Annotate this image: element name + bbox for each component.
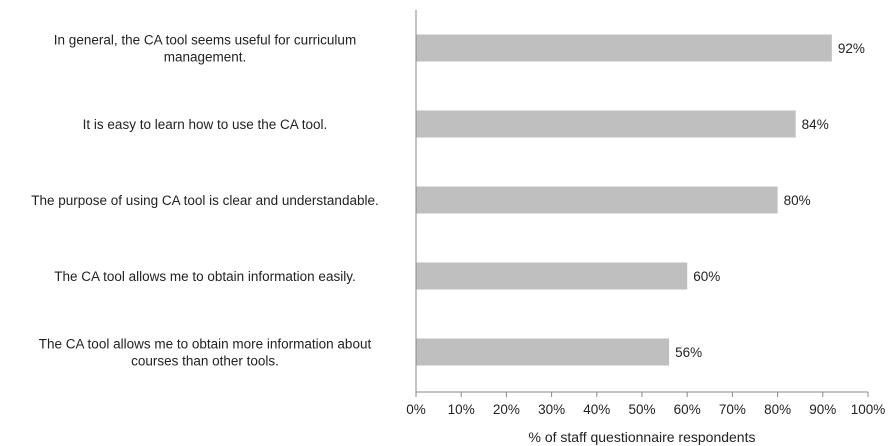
category-label-line: management.: [164, 50, 247, 65]
data-label: 84%: [802, 117, 829, 132]
bar: [416, 110, 796, 138]
category-label-line: It is easy to learn how to use the CA to…: [83, 117, 328, 132]
x-tick-label: 40%: [583, 402, 610, 417]
category-label: The purpose of using CA tool is clear an…: [31, 193, 378, 208]
category-label-line: The purpose of using CA tool is clear an…: [31, 193, 378, 208]
x-axis-title: % of staff questionnaire respondents: [528, 429, 755, 445]
category-label-line: In general, the CA tool seems useful for…: [54, 33, 356, 48]
category-label: It is easy to learn how to use the CA to…: [83, 117, 328, 132]
x-tick-label: 20%: [493, 402, 520, 417]
x-tick-label: 50%: [628, 402, 655, 417]
category-label-line: The CA tool allows me to obtain informat…: [54, 269, 355, 284]
x-tick-label: 100%: [851, 402, 886, 417]
data-label: 92%: [838, 41, 865, 56]
data-labels: 92% 84% 80% 60% 56%: [675, 41, 865, 360]
bars-group: [416, 34, 832, 366]
bar: [416, 186, 778, 214]
data-label: 80%: [784, 193, 811, 208]
category-label-line: The CA tool allows me to obtain more inf…: [39, 337, 372, 352]
category-label-line: courses than other tools.: [131, 354, 279, 369]
x-tick-label: 70%: [719, 402, 746, 417]
x-tick-label: 0%: [406, 402, 426, 417]
bar: [416, 262, 688, 290]
data-label: 60%: [693, 269, 720, 284]
x-axis-ticks: 0% 10% 20% 30% 40% 50% 60% 70% 80% 90% 100%: [406, 392, 885, 417]
bar: [416, 34, 832, 62]
x-tick-label: 60%: [674, 402, 701, 417]
x-tick-label: 30%: [538, 402, 565, 417]
category-labels: In general, the CA tool seems useful for…: [31, 33, 378, 369]
category-label: In general, the CA tool seems useful for…: [54, 33, 356, 65]
x-tick-label: 90%: [809, 402, 836, 417]
bar: [416, 338, 670, 366]
category-label: The CA tool allows me to obtain informat…: [54, 269, 355, 284]
x-tick-label: 10%: [448, 402, 475, 417]
x-tick-label: 80%: [764, 402, 791, 417]
category-label: The CA tool allows me to obtain more inf…: [39, 337, 372, 369]
data-label: 56%: [675, 345, 702, 360]
